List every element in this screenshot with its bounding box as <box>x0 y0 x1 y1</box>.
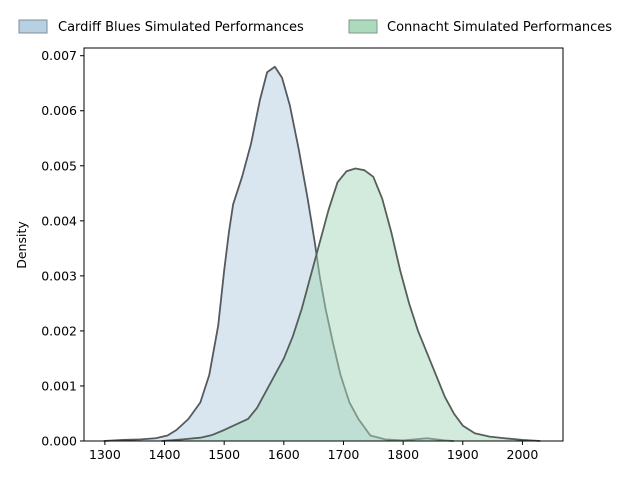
series-area-0 <box>103 66 454 442</box>
legend-label-cardiff: Cardiff Blues Simulated Performances <box>58 20 304 35</box>
series-line-1 <box>161 167 541 442</box>
x-tick-label: 1500 <box>208 447 240 462</box>
plot-frame <box>83 47 564 442</box>
x-tick-label: 1600 <box>268 447 300 462</box>
x-tick-label: 1800 <box>387 447 419 462</box>
legend-swatch-cardiff <box>18 19 48 34</box>
legend-swatch-connacht <box>348 19 378 34</box>
y-tick-label: 0.004 <box>41 213 77 228</box>
legend: Cardiff Blues Simulated Performances Con… <box>18 19 612 35</box>
y-axis-label: Density <box>14 221 29 269</box>
y-axis: 0.000 0.001 0.002 0.003 0.004 0.005 0.006 0.007 <box>41 48 84 449</box>
series-area-1 <box>161 168 541 442</box>
legend-label-connacht: Connacht Simulated Performances <box>387 20 612 35</box>
y-tick-label: 0.007 <box>41 48 77 63</box>
x-axis: 1300 1400 1500 1600 1700 1800 1900 2000 <box>89 441 538 462</box>
x-tick-label: 2000 <box>507 447 539 462</box>
y-tick-label: 0.003 <box>41 268 77 283</box>
x-tick-label: 1400 <box>149 447 181 462</box>
y-tick-label: 0.002 <box>41 323 77 338</box>
x-tick-label: 1900 <box>447 447 479 462</box>
y-tick-label: 0.006 <box>41 103 77 118</box>
y-tick-label: 0.005 <box>41 158 77 173</box>
y-tick-label: 0.000 <box>41 434 77 449</box>
series-layer <box>103 65 541 442</box>
y-tick-label: 0.001 <box>41 378 77 393</box>
x-tick-label: 1700 <box>328 447 360 462</box>
x-tick-label: 1300 <box>89 447 121 462</box>
